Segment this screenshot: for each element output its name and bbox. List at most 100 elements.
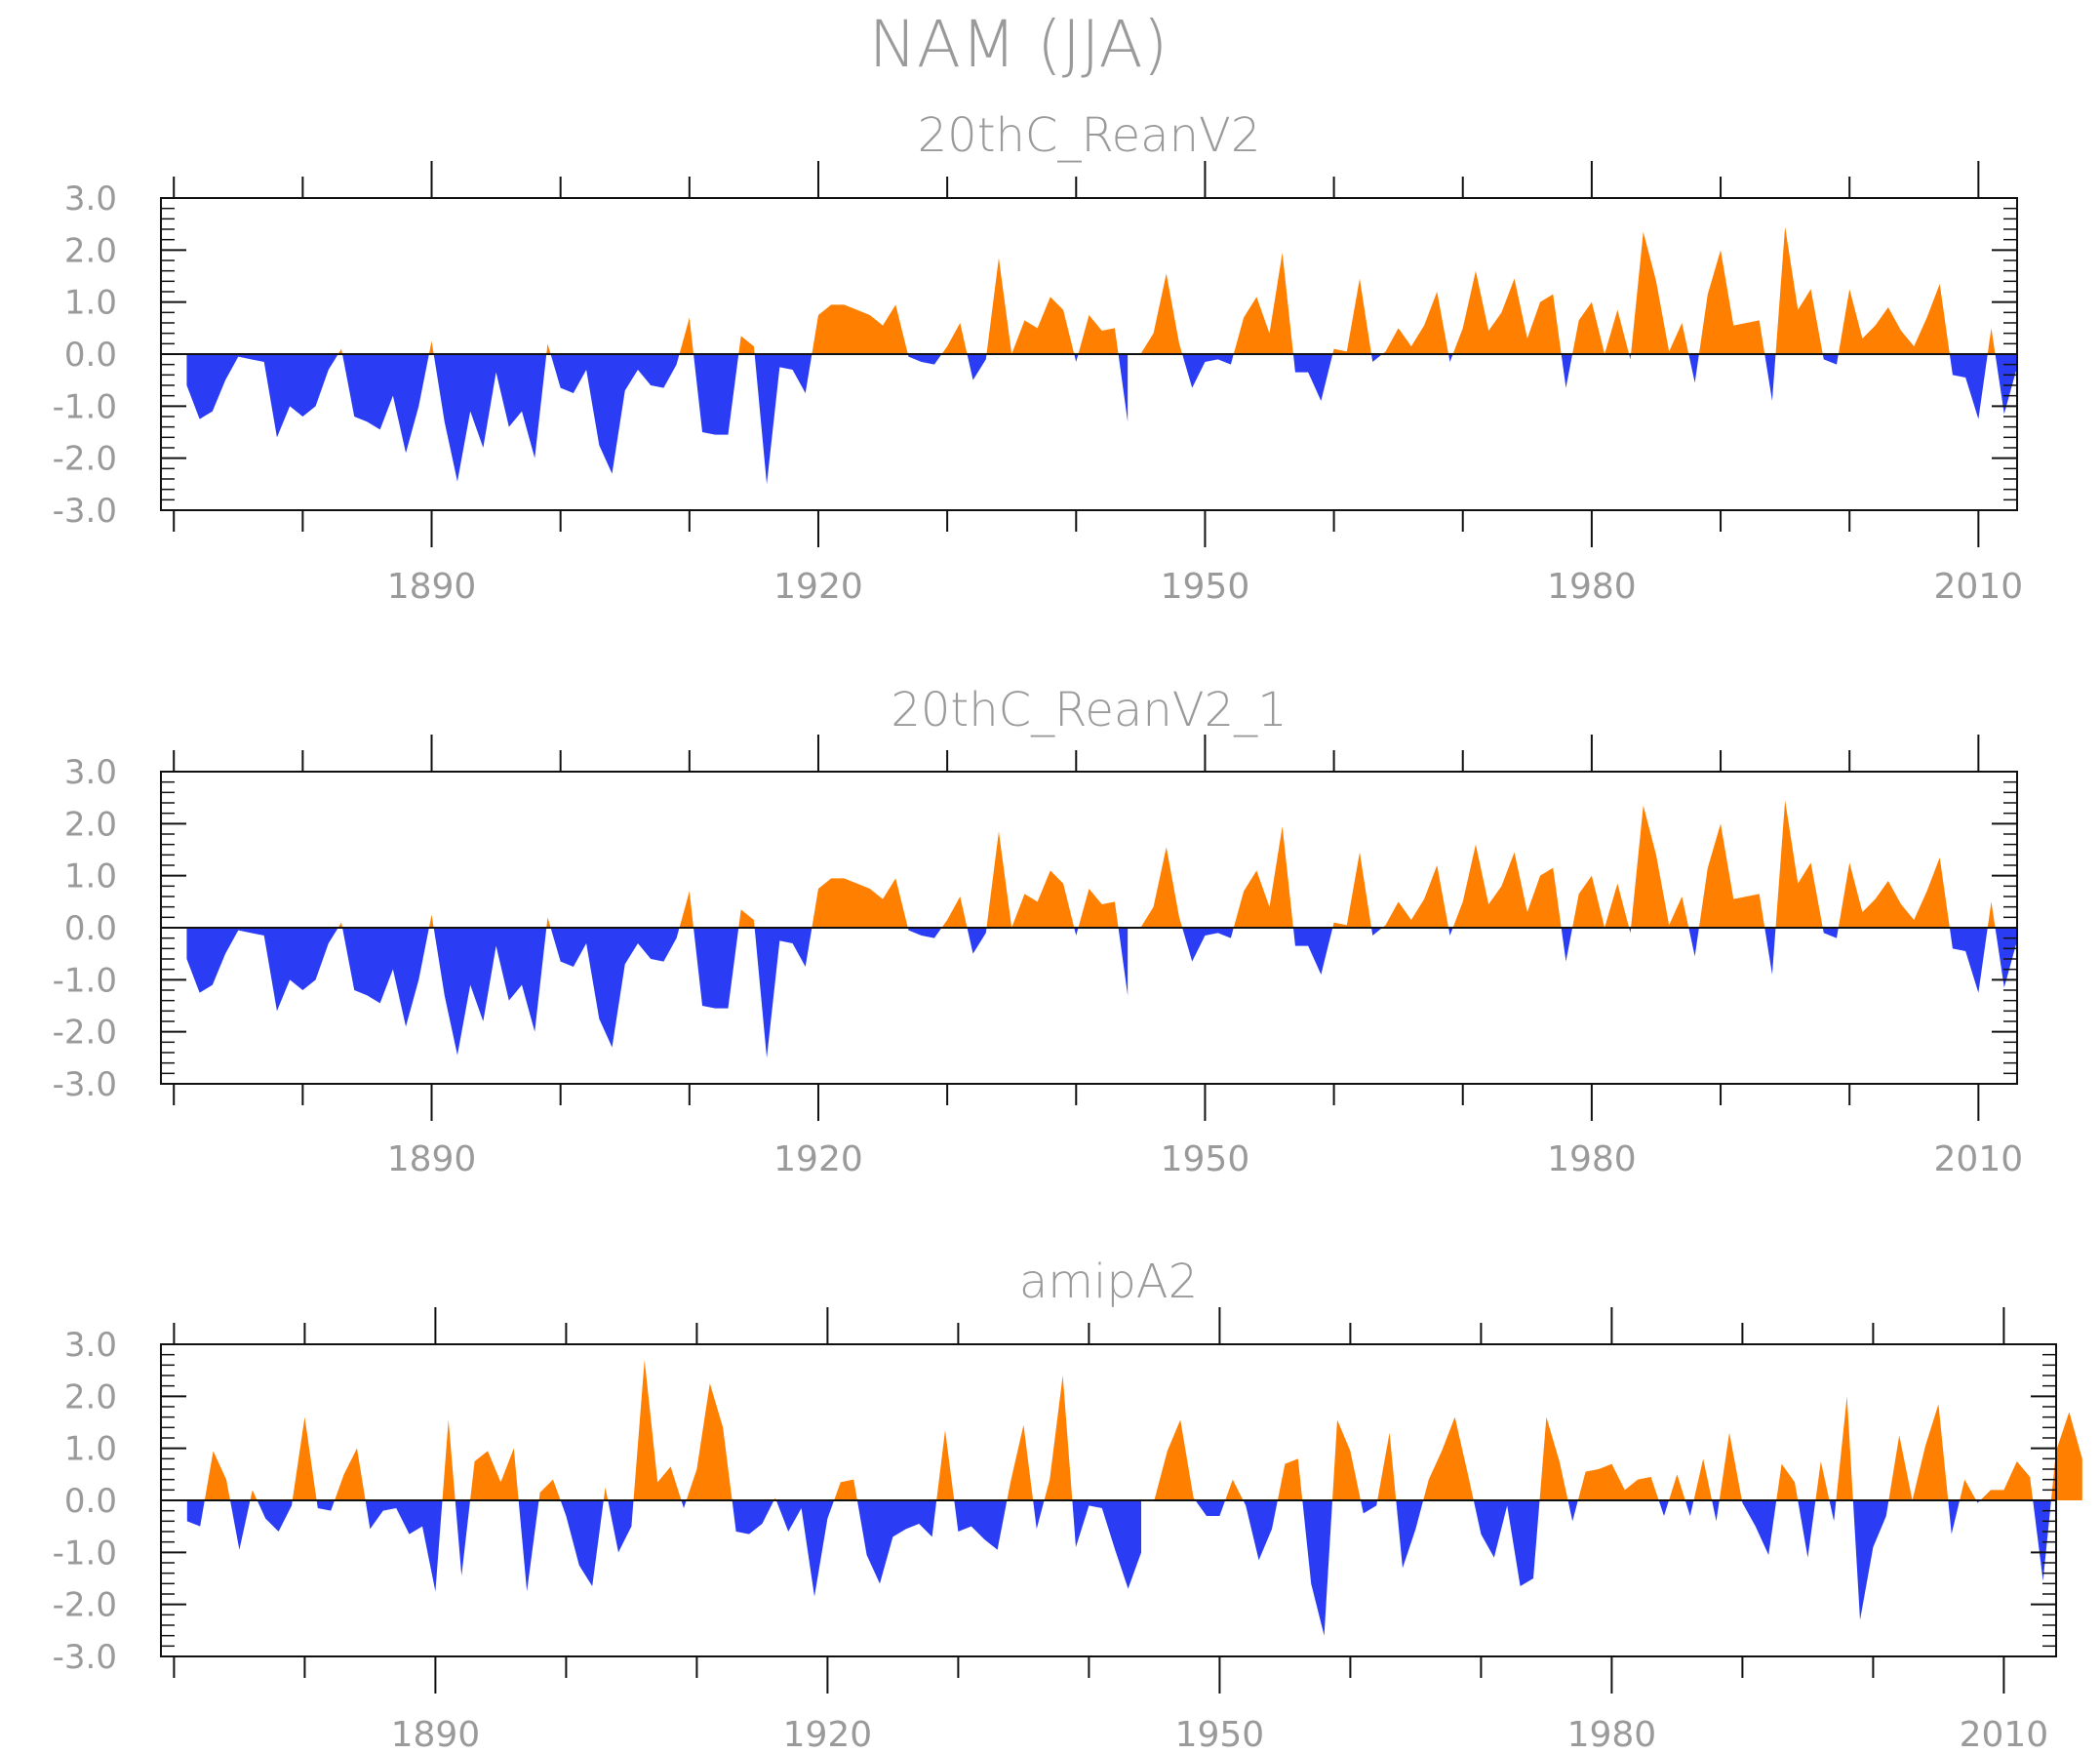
positive-anomaly-area-15 [603, 1487, 609, 1500]
negative-anomaly-area-16 [1074, 354, 1079, 362]
y-tick-label: 2.0 [64, 231, 117, 270]
main-title: NAM (JJA) [869, 7, 1169, 82]
positive-anomaly-area-33 [1698, 250, 1765, 354]
positive-anomaly-area-65 [2050, 1412, 2082, 1500]
positive-anomaly-area-13 [941, 897, 968, 928]
negative-anomaly-area-60 [1948, 1500, 1961, 1535]
y-tick-label: -2.0 [53, 1014, 117, 1053]
negative-anomaly-area-32 [1688, 354, 1699, 383]
x-tick-label: 1890 [391, 1715, 481, 1754]
positive-anomaly-area-29 [1572, 301, 1630, 354]
positive-anomaly-area-63 [1980, 1461, 2034, 1500]
x-tick-label: 1920 [773, 1139, 863, 1179]
positive-anomaly-area-19 [1140, 273, 1183, 354]
positive-anomaly-area-29 [1572, 875, 1630, 928]
positive-anomaly-area-41 [1423, 1416, 1474, 1500]
negative-anomaly-area-0 [186, 928, 338, 1012]
negative-anomaly-area-4 [433, 354, 547, 482]
negative-anomaly-area-10 [754, 928, 812, 1058]
positive-anomaly-area-9 [738, 336, 755, 354]
negative-anomaly-area-28 [1561, 354, 1573, 388]
positive-anomaly-area-27 [1007, 1424, 1034, 1500]
positive-anomaly-area-21 [1233, 253, 1293, 354]
negative-anomaly-area-26 [1448, 928, 1453, 936]
x-tick-label: 1890 [387, 1139, 477, 1179]
negative-anomaly-area-40 [1995, 354, 2017, 415]
negative-anomaly-area-44 [1567, 1500, 1578, 1522]
positive-anomaly-area-15 [986, 831, 1075, 928]
positive-anomaly-area-11 [812, 304, 908, 354]
negative-anomaly-area-24 [1371, 928, 1383, 936]
x-tick-label: 1980 [1547, 1139, 1637, 1179]
positive-anomaly-area-53 [1776, 1463, 1799, 1500]
positive-anomaly-area-47 [1669, 1474, 1685, 1500]
negative-anomaly-area-8 [693, 354, 739, 435]
negative-anomaly-area-46 [1658, 1500, 1670, 1516]
positive-anomaly-area-3 [250, 1490, 258, 1500]
positive-anomaly-area-31 [1154, 1419, 1196, 1500]
positive-anomaly-area-33 [1225, 1479, 1244, 1500]
positive-anomaly-area-39 [1987, 901, 1996, 928]
y-tick-label: -3.0 [53, 1638, 117, 1677]
y-tick-label: 1.0 [64, 857, 117, 897]
positive-anomaly-area-27 [1452, 270, 1562, 354]
negative-anomaly-area-12 [518, 1500, 539, 1592]
positive-anomaly-area-11 [470, 1448, 519, 1500]
positive-anomaly-area-1 [337, 348, 343, 354]
panel-title: 20thC_ReanV2 [918, 108, 1261, 163]
negative-anomaly-area-14 [967, 354, 987, 380]
positive-anomaly-area-5 [546, 343, 551, 354]
x-tick-label: 1920 [773, 567, 863, 607]
negative-anomaly-area-40 [1995, 928, 2017, 988]
positive-anomaly-area-7 [679, 317, 694, 354]
negative-anomaly-area-36 [1302, 1500, 1332, 1636]
positive-anomaly-area-49 [1693, 1458, 1713, 1500]
positive-anomaly-area-3 [428, 914, 434, 928]
y-tick-label: -2.0 [53, 440, 117, 479]
negative-anomaly-area-32 [1688, 928, 1699, 957]
positive-anomaly-area-7 [679, 891, 694, 928]
y-tick-label: 2.0 [64, 1377, 117, 1416]
negative-anomaly-area-10 [754, 354, 812, 485]
negative-anomaly-area-64 [2033, 1500, 2051, 1581]
positive-anomaly-area-25 [1382, 292, 1449, 354]
negative-anomaly-area-22 [1292, 928, 1333, 975]
negative-anomaly-area-2 [342, 928, 429, 1027]
x-tick-label: 1920 [783, 1715, 873, 1754]
positive-anomaly-area-37 [1838, 857, 1950, 928]
x-tick-label: 1980 [1547, 567, 1637, 607]
positive-anomaly-area-39 [1377, 1432, 1397, 1500]
negative-anomaly-area-30 [1629, 354, 1632, 360]
negative-anomaly-area-38 [1361, 1500, 1378, 1514]
positive-anomaly-area-43 [1539, 1416, 1568, 1500]
positive-anomaly-area-25 [936, 1430, 955, 1500]
negative-anomaly-area-8 [693, 928, 739, 1009]
negative-anomaly-area-10 [455, 1500, 471, 1576]
positive-anomaly-area-21 [1233, 826, 1293, 928]
y-tick-label: 2.0 [64, 805, 117, 844]
positive-anomaly-area-31 [1631, 805, 1689, 928]
negative-anomaly-area-18 [1118, 354, 1129, 422]
negative-anomaly-area-28 [1033, 1500, 1045, 1530]
positive-anomaly-area-13 [941, 323, 968, 354]
chart-panel-1: 20thC_ReanV2 3.0 2.0 1.0 0.0 -1.0 -2.0 -3.0 1890… [53, 108, 2024, 607]
panel-title: amipA2 [1019, 1255, 1198, 1309]
positive-anomaly-area-13 [538, 1479, 561, 1500]
positive-anomaly-area-9 [442, 1419, 456, 1500]
positive-anomaly-area-19 [686, 1383, 733, 1500]
positive-anomaly-area-5 [546, 917, 551, 928]
panel-title: 20thC_ReanV2_1 [891, 683, 1287, 737]
positive-anomaly-area-31 [1631, 231, 1689, 354]
negative-anomaly-area-12 [907, 928, 942, 938]
negative-anomaly-area-2 [229, 1500, 251, 1550]
negative-anomaly-area-2 [342, 354, 429, 454]
negative-anomaly-area-36 [1822, 928, 1839, 938]
y-tick-label: 3.0 [64, 179, 117, 219]
negative-anomaly-area-48 [1684, 1500, 1694, 1516]
negative-anomaly-area-26 [1448, 354, 1453, 362]
x-tick-label: 2010 [1960, 1715, 2049, 1754]
negative-anomaly-area-6 [550, 354, 680, 474]
negative-anomaly-area-42 [1473, 1500, 1540, 1586]
positive-anomaly-area-23 [1332, 278, 1371, 354]
positive-anomaly-area-7 [335, 1448, 366, 1500]
